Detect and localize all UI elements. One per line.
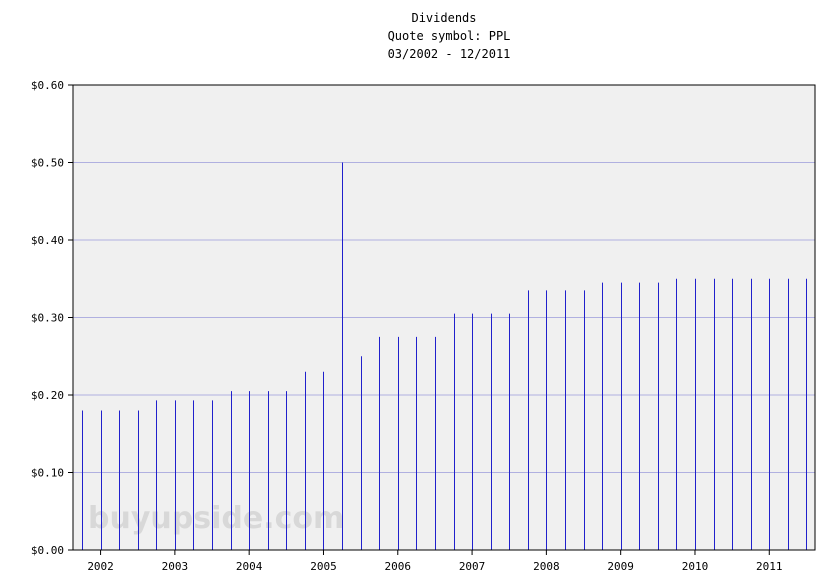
x-tick-label: 2007	[459, 560, 486, 573]
x-tick-label: 2003	[162, 560, 189, 573]
x-tick-label: 2008	[533, 560, 560, 573]
y-axis-ticks: $0.00 $0.10 $0.20 $0.30 $0.40 $0.50 $0.60	[31, 79, 73, 557]
x-axis-ticks: 2002 2003 2004 2005 2006 2007 2008 2009 2010 2011	[87, 550, 783, 573]
chart-title: Dividends	[411, 11, 476, 25]
chart-subtitle-symbol: Quote symbol: PPL	[388, 29, 511, 43]
y-tick-label: $0.10	[31, 467, 64, 480]
x-tick-label: 2002	[87, 560, 114, 573]
y-tick-label: $0.40	[31, 234, 64, 247]
y-tick-label: $0.00	[31, 544, 64, 557]
y-tick-label: $0.30	[31, 312, 64, 325]
watermark-text: buyupside.com	[88, 501, 344, 536]
x-tick-label: 2011	[756, 560, 783, 573]
chart-subtitle-daterange: 03/2002 - 12/2011	[388, 47, 511, 61]
x-tick-label: 2009	[607, 560, 634, 573]
plot-border	[72, 84, 816, 551]
y-tick-label: $0.60	[31, 79, 64, 92]
x-tick-label: 2005	[310, 560, 337, 573]
x-tick-label: 2010	[682, 560, 709, 573]
y-tick-label: $0.20	[31, 389, 64, 402]
x-tick-label: 2004	[236, 560, 263, 573]
dividend-bars	[82, 162, 807, 550]
x-tick-label: 2006	[385, 560, 412, 573]
grid-lines	[73, 162, 815, 473]
y-tick-label: $0.50	[31, 157, 64, 170]
